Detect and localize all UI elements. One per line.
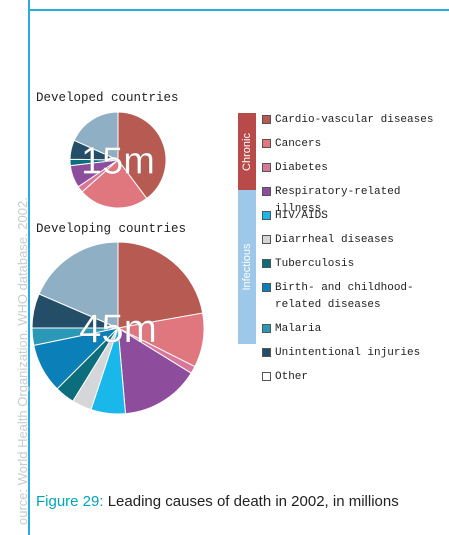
legend-item: Cardio-vascular diseases	[262, 112, 447, 129]
chronic-band-label: Chronic	[241, 132, 253, 171]
legend-label: Malaria	[275, 323, 322, 335]
legend-label: Diarrheal diseases	[275, 234, 394, 246]
pie-slice	[117, 111, 167, 200]
legend-label: Tuberculosis	[275, 258, 355, 270]
legend-swatch	[262, 348, 271, 357]
legend-item: Tuberculosis	[262, 256, 447, 273]
legend-label: Cardio-vascular diseases	[275, 114, 434, 126]
legend-item: Other	[262, 369, 447, 386]
caption-text: Leading causes of death in 2002, in mill…	[103, 493, 399, 510]
pie-center-label: 45m	[79, 307, 157, 351]
legend-item: Birth- and childhood-related diseases	[262, 280, 447, 314]
legend-swatch	[262, 163, 271, 172]
legend-label: Respiratory-related illness	[275, 186, 401, 215]
chronic-band: Chronic	[238, 113, 256, 190]
legend-swatch	[262, 139, 271, 148]
pie-title-developing: Developing countries	[36, 222, 187, 236]
legend-item: Cancers	[262, 136, 447, 153]
frame-left-border	[28, 0, 30, 535]
pie-slice	[73, 111, 119, 161]
pie-slice	[117, 241, 204, 329]
infectious-band-label: Infectious	[241, 243, 253, 291]
pie-title-developed: Developed countries	[36, 91, 179, 105]
legend-swatch	[262, 187, 271, 196]
legend-swatch	[262, 324, 271, 333]
legend-label: Diabetes	[275, 162, 328, 174]
legend-item: Diabetes	[262, 160, 447, 177]
pie-slice	[81, 159, 148, 209]
legend-item: Malaria	[262, 321, 447, 338]
infectious-band: Infectious	[238, 190, 256, 344]
pie-center-label: 15m	[81, 140, 155, 182]
legend-swatch	[262, 283, 271, 292]
figure-number: Figure 29:	[36, 493, 104, 510]
legend-swatch	[262, 115, 271, 124]
legend-item: Respiratory-related illness	[262, 184, 447, 218]
legend-label: Other	[275, 371, 309, 383]
legend-swatch	[262, 235, 271, 244]
pie-slice	[38, 241, 119, 329]
pie-slice	[117, 327, 192, 415]
legend-label: Birth- and childhood-related diseases	[275, 282, 414, 311]
legend-item: Diarrheal diseases	[262, 232, 447, 249]
legend-label: Unintentional injuries	[275, 347, 421, 359]
legend-label: HIV/AIDS	[275, 210, 328, 222]
legend-label: Cancers	[275, 138, 322, 150]
legend-swatch	[262, 259, 271, 268]
frame-top-border	[30, 9, 449, 11]
legend-swatch	[262, 211, 271, 220]
legend-swatch	[262, 372, 271, 381]
figure-caption: Figure 29: Leading causes of death in 20…	[36, 492, 416, 512]
legend-item: HIV/AIDS	[262, 208, 447, 225]
legend-item: Unintentional injuries	[262, 345, 447, 362]
